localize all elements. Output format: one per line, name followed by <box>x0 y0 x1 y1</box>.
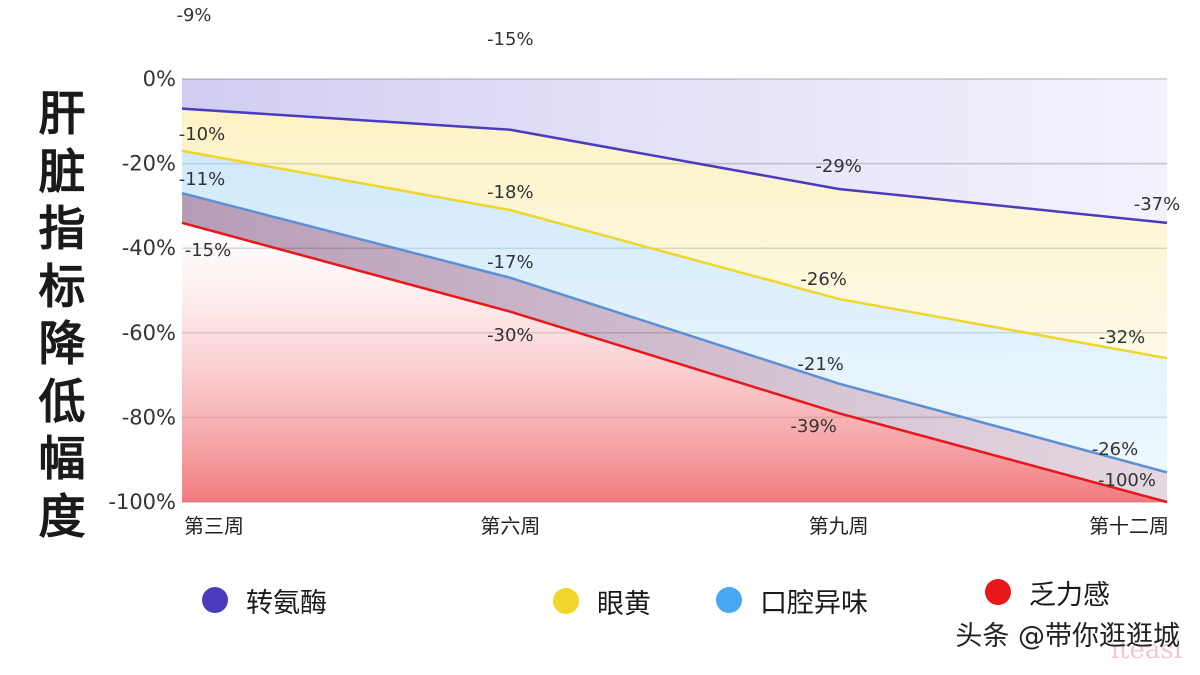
data-label: -18% <box>487 182 534 203</box>
y-tick-label: 0% <box>143 67 176 91</box>
legend-label-bad-breath: 口腔异味 <box>760 587 868 619</box>
series-line-transaminase <box>181 107 1168 225</box>
data-label: -100% <box>1098 470 1156 491</box>
data-label: -29% <box>815 156 862 177</box>
legend-item-yellow-eyes: 眼黄 <box>553 581 651 621</box>
y-tick-label: -80% <box>122 405 176 429</box>
area-fill-transaminase <box>182 79 1167 223</box>
data-label: -37% <box>1134 194 1181 215</box>
legend-label-fatigue: 乏力感 <box>1029 579 1110 611</box>
y-tick-label: -100% <box>108 490 176 514</box>
series-line-fatigue <box>181 221 1168 504</box>
x-tick-label: 第十二周 <box>1089 514 1169 538</box>
data-label: -17% <box>487 252 534 273</box>
watermark: 头条 @带你逛逛城 <box>955 621 1180 652</box>
legend-label-yellow-eyes: 眼黄 <box>597 588 651 620</box>
legend-item-transaminase: 转氨酶 <box>202 580 327 620</box>
data-label: -30% <box>487 325 534 346</box>
y-tick-label: -40% <box>122 236 176 260</box>
data-label: -26% <box>800 269 847 290</box>
x-tick-label: 第九周 <box>809 514 869 538</box>
area-fill-bad-breath-lower <box>182 193 1167 502</box>
legend-dot-bad-breath <box>716 587 742 613</box>
y-tick-label: -20% <box>122 152 176 176</box>
legend-item-bad-breath: 口腔异味 <box>716 580 868 620</box>
area-fill-bad-breath <box>182 150 1167 473</box>
y-axis-title: 肝脏指标降低幅度 <box>38 87 86 545</box>
data-label: -21% <box>797 354 844 375</box>
data-label: -15% <box>487 29 534 50</box>
legend-dot-transaminase <box>202 587 228 613</box>
data-label: -39% <box>790 416 837 437</box>
legend-label-transaminase: 转氨酶 <box>246 587 327 619</box>
data-label: -10% <box>179 124 226 145</box>
legend-item-fatigue: 乏力感 <box>985 572 1110 612</box>
y-tick-label: -60% <box>122 321 176 345</box>
data-label: -9% <box>176 5 211 26</box>
data-label: -15% <box>185 240 232 261</box>
data-label: -11% <box>179 169 226 190</box>
series-line-bad-breath <box>181 191 1168 474</box>
series-line-yellow-eyes <box>181 149 1168 360</box>
legend-dot-yellow-eyes <box>553 588 579 614</box>
area-fill-yellow-eyes <box>182 108 1167 359</box>
x-tick-label: 第六周 <box>480 514 540 538</box>
faint-watermark: iteasi <box>1110 635 1182 665</box>
data-label: -26% <box>1092 439 1139 460</box>
legend-dot-fatigue <box>985 579 1011 605</box>
data-label: -32% <box>1099 327 1146 348</box>
x-tick-label: 第三周 <box>184 514 244 538</box>
